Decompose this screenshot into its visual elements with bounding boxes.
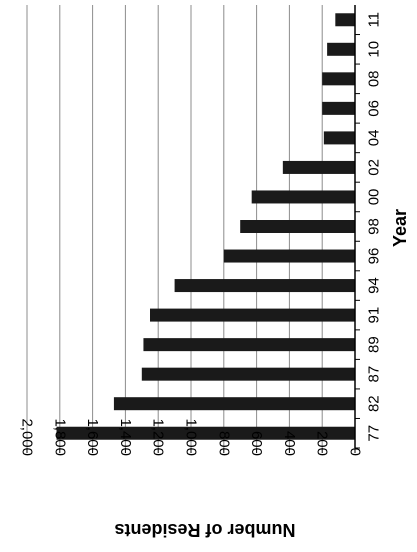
value-tick-label: 1,000 bbox=[183, 418, 200, 456]
year-label-87: 87 bbox=[366, 366, 383, 383]
year-label-02: 02 bbox=[366, 159, 383, 176]
bar-06 bbox=[322, 101, 355, 115]
bar-10 bbox=[327, 42, 355, 56]
value-tick-label: 1,800 bbox=[51, 418, 68, 456]
year-label-04: 04 bbox=[366, 130, 383, 147]
year-label-77: 77 bbox=[366, 425, 383, 442]
bar-82 bbox=[113, 397, 355, 411]
bar-77 bbox=[56, 426, 356, 440]
bar-87 bbox=[141, 367, 355, 381]
gridlines bbox=[26, 5, 323, 448]
bar-11 bbox=[335, 13, 355, 27]
year-label-89: 89 bbox=[366, 336, 383, 353]
year-axis-title: Year bbox=[390, 209, 410, 247]
bar-04 bbox=[323, 131, 355, 145]
year-label-11: 11 bbox=[366, 12, 383, 28]
year-label-96: 96 bbox=[366, 248, 383, 265]
value-tick-label: 400 bbox=[281, 431, 298, 456]
value-tick-label: 0 bbox=[347, 448, 364, 456]
year-label-10: 10 bbox=[366, 41, 383, 58]
year-axis-labels: 77 82 87 89 91 94 96 98 00 02 04 06 08 10 11 bbox=[355, 12, 383, 449]
bars-group bbox=[56, 13, 356, 440]
year-label-94: 94 bbox=[366, 277, 383, 294]
bar-96 bbox=[223, 249, 355, 263]
year-label-98: 98 bbox=[366, 218, 383, 235]
value-tick-label: 1,200 bbox=[150, 418, 167, 456]
bar-98 bbox=[240, 220, 355, 233]
year-label-91: 91 bbox=[366, 307, 383, 324]
value-tick-label: 1,600 bbox=[84, 418, 101, 456]
value-axis-title: Number of Residents bbox=[114, 520, 295, 540]
value-tick-label: 600 bbox=[248, 431, 265, 456]
year-label-06: 06 bbox=[366, 100, 383, 117]
bar-91 bbox=[150, 308, 355, 322]
value-tick-label: 800 bbox=[215, 431, 232, 456]
value-tick-label: 1,400 bbox=[117, 418, 134, 456]
bar-08 bbox=[322, 72, 355, 86]
bar-02 bbox=[282, 160, 355, 174]
year-label-82: 82 bbox=[366, 395, 383, 412]
bar-89 bbox=[143, 338, 355, 352]
value-tick-label: 2,000 bbox=[19, 418, 36, 456]
bar-00 bbox=[251, 190, 355, 204]
year-label-00: 00 bbox=[366, 189, 383, 206]
value-tick-label: 200 bbox=[314, 431, 331, 456]
value-axis-ticks: 0 200 400 600 800 1,000 1,200 1,400 1,600 1,800 2,… bbox=[19, 418, 364, 456]
bar-94 bbox=[174, 279, 355, 293]
year-label-08: 08 bbox=[366, 70, 383, 87]
